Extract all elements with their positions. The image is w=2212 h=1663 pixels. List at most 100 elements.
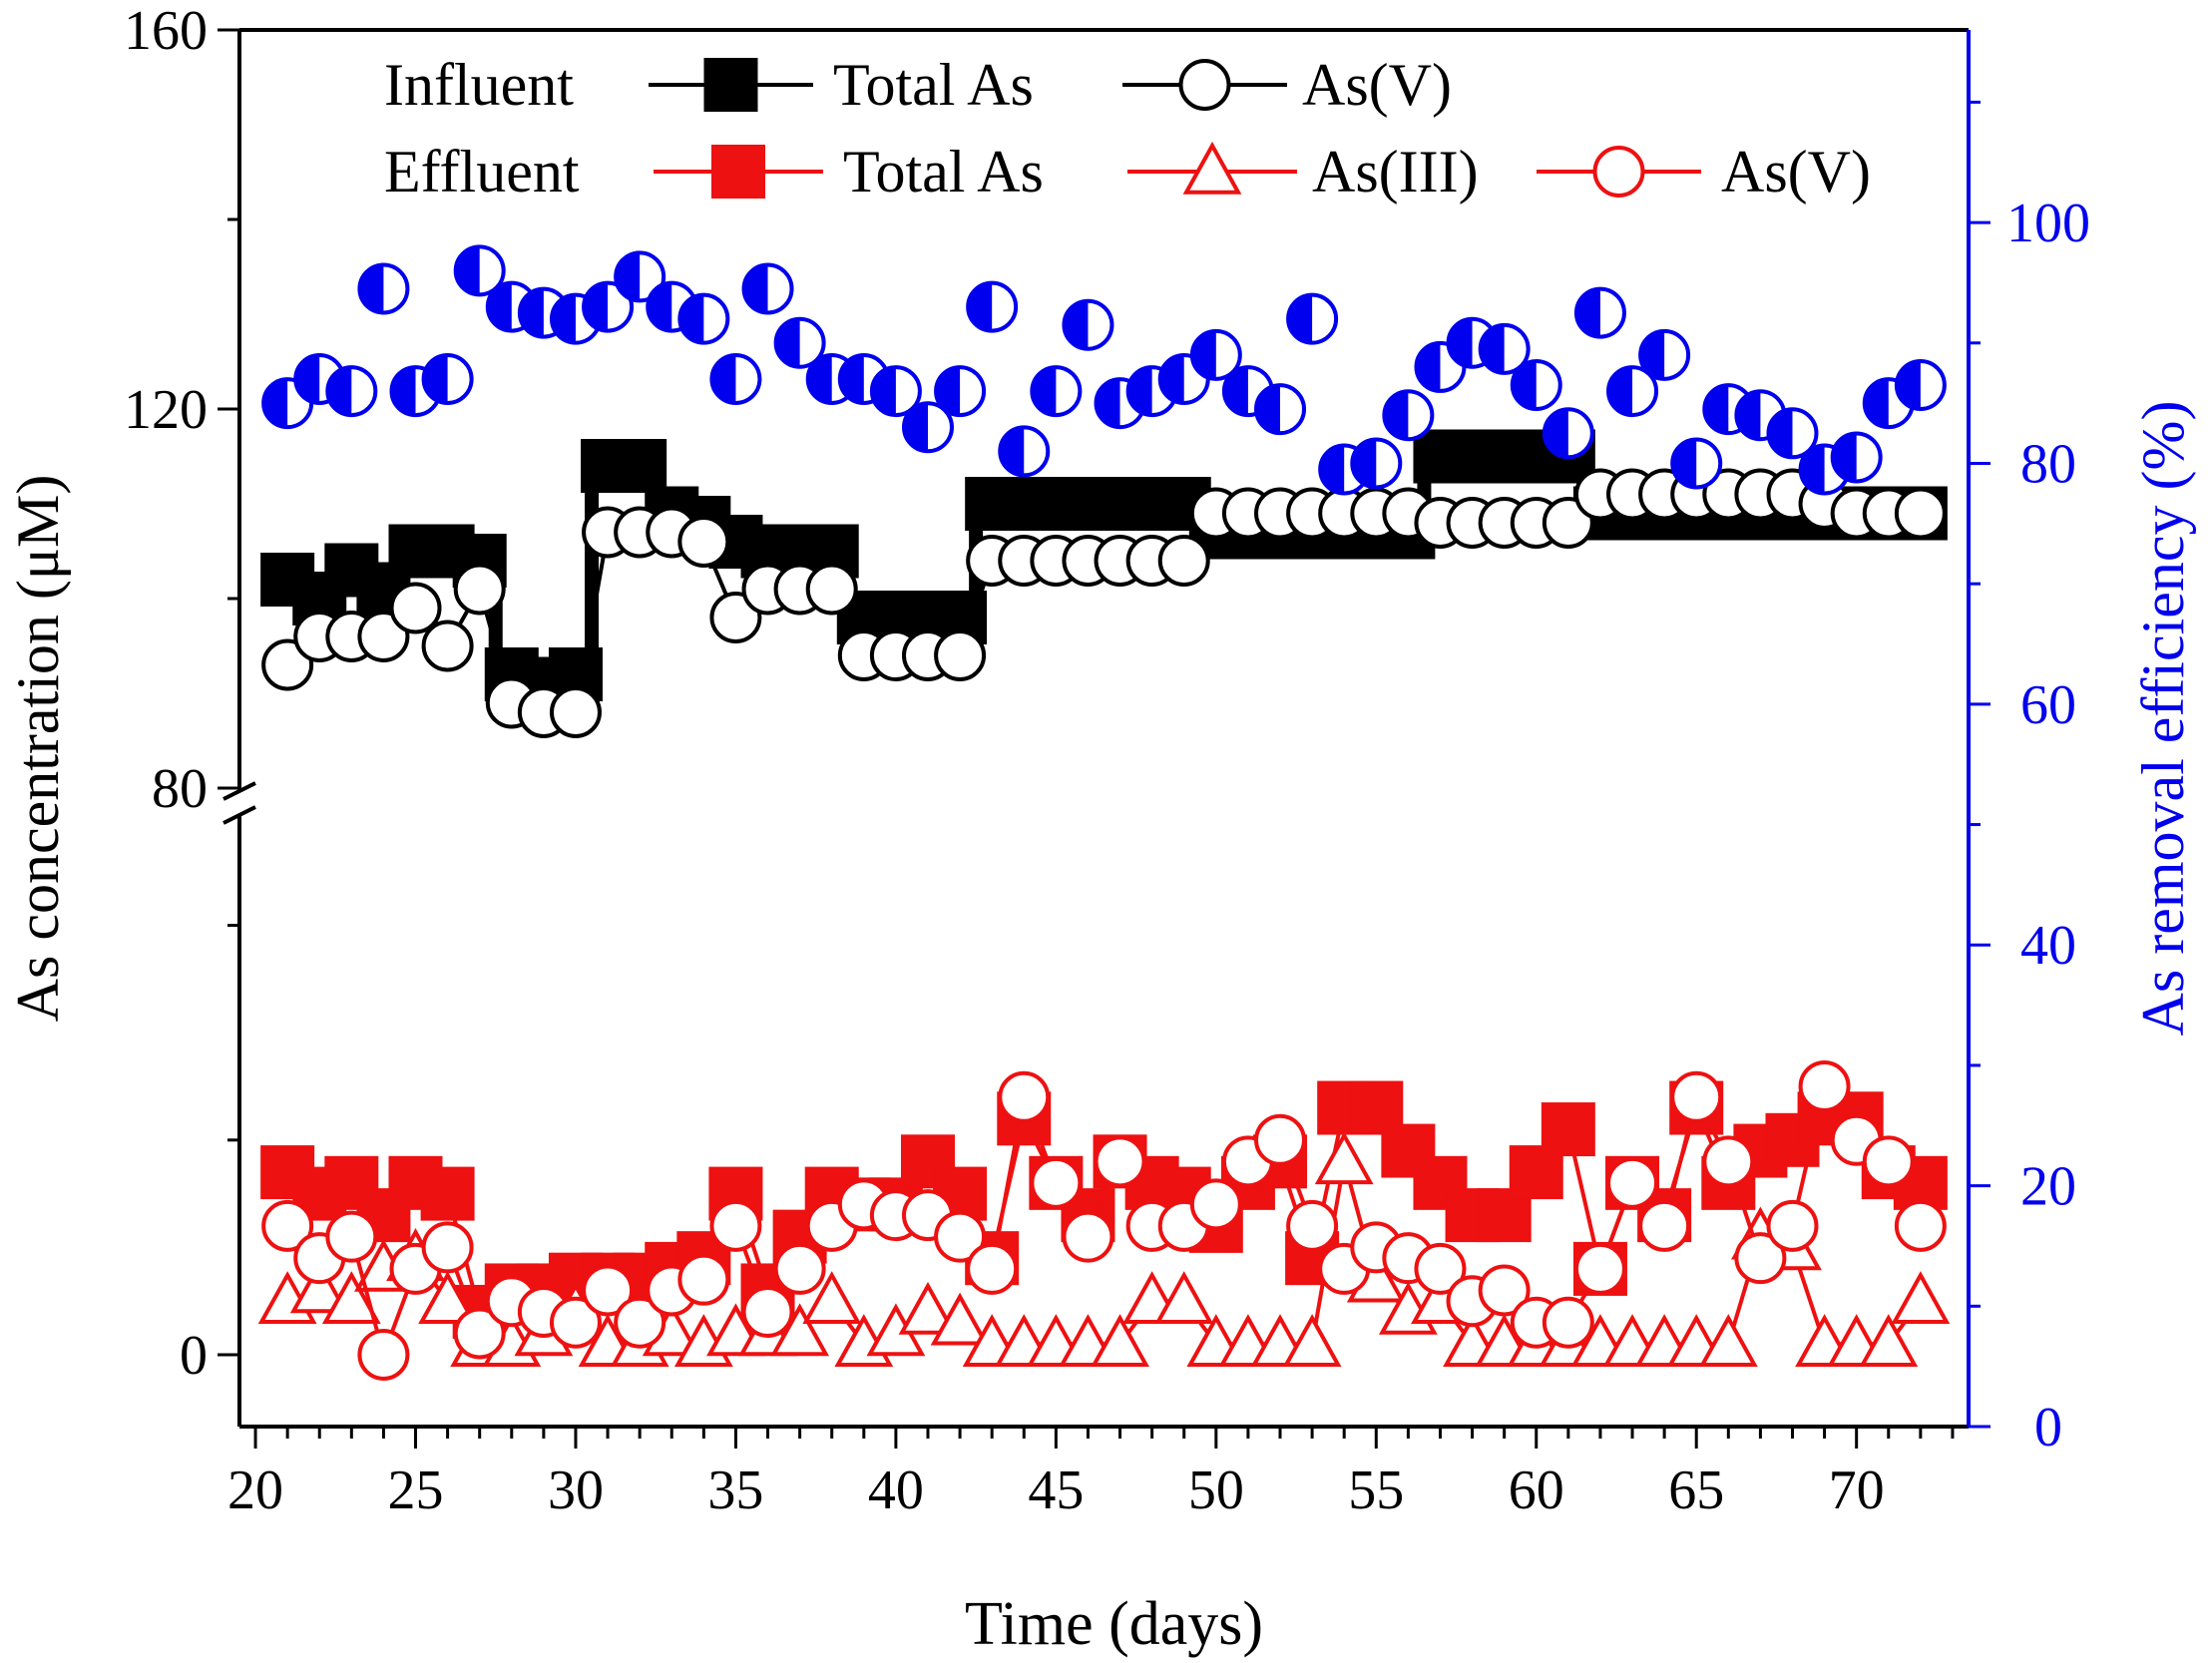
marker-fill xyxy=(359,264,384,313)
data-point xyxy=(582,1264,635,1317)
marker-fill xyxy=(1512,361,1537,410)
y-left-tick-label: 0 xyxy=(180,1325,208,1387)
marker-fill xyxy=(519,288,544,337)
marker-fill xyxy=(1448,318,1473,367)
y-left-tick-label: 80 xyxy=(152,758,208,820)
data-point xyxy=(869,365,922,418)
data-point xyxy=(357,1329,410,1381)
data-point xyxy=(1091,1314,1149,1368)
legend-entry: Total As xyxy=(649,52,1034,118)
marker-fill xyxy=(1736,391,1761,440)
marker-fill xyxy=(1127,367,1152,416)
marker-fill xyxy=(743,264,768,313)
x-tick-label: 60 xyxy=(1509,1459,1564,1521)
marker-fill xyxy=(711,355,736,403)
data-point xyxy=(1542,1296,1594,1349)
data-point xyxy=(1030,1156,1083,1209)
marker-fill xyxy=(1159,355,1184,403)
data-point xyxy=(1286,292,1339,345)
legend-label: Total As xyxy=(833,52,1034,118)
marker-fill xyxy=(1575,288,1600,337)
data-point xyxy=(1381,1123,1436,1178)
data-point xyxy=(934,1210,987,1263)
marker-fill xyxy=(1544,409,1568,458)
legend: Influent Effluent Total As As(V) Total As As(… xyxy=(384,52,1871,205)
data-point xyxy=(1894,359,1947,412)
data-point xyxy=(1606,365,1659,418)
x-tick-label: 70 xyxy=(1829,1459,1885,1521)
marker-fill xyxy=(1256,385,1281,434)
data-point xyxy=(934,629,987,681)
data-point xyxy=(770,1303,830,1357)
marker-fill xyxy=(1064,300,1089,349)
marker-fill xyxy=(423,355,448,403)
data-point xyxy=(966,280,1019,333)
marker-fill xyxy=(1768,409,1793,458)
series-effluent-as-v- xyxy=(261,1060,1947,1381)
data-point xyxy=(901,401,954,454)
marker-fill xyxy=(1480,324,1505,373)
marker-fill xyxy=(1288,294,1313,343)
marker-fill xyxy=(391,367,416,416)
marker-fill xyxy=(936,367,961,416)
data-point xyxy=(1350,437,1403,490)
data-point xyxy=(421,1221,474,1274)
y-right-tick-label: 0 xyxy=(2034,1397,2062,1458)
data-point xyxy=(1798,1060,1851,1112)
legend-marker xyxy=(711,145,765,199)
data-point xyxy=(453,563,506,616)
data-point xyxy=(998,425,1051,478)
axes: 20 25 30 35 40 45 50 55 60 65 70 Time (days) 80 120 16… xyxy=(5,0,2196,1658)
y-left-axis-title: As concentration (μM) xyxy=(5,475,71,1023)
data-point xyxy=(549,686,602,738)
marker-fill xyxy=(1896,361,1921,410)
data-point xyxy=(805,563,858,616)
data-point xyxy=(1094,1135,1146,1188)
legend-entry: As(V) xyxy=(1122,52,1452,118)
marker-fill xyxy=(1223,367,1248,416)
x-tick-label: 45 xyxy=(1028,1459,1084,1521)
data-point xyxy=(1542,407,1594,460)
y-left-tick-label: 160 xyxy=(124,0,208,62)
data-layer xyxy=(257,244,1951,1381)
data-point xyxy=(1894,1199,1947,1252)
data-point xyxy=(614,250,666,303)
marker-fill xyxy=(1800,445,1825,494)
axis-break-mark xyxy=(222,781,256,801)
data-point xyxy=(1670,437,1723,490)
data-point xyxy=(741,1285,794,1338)
marker-fill xyxy=(616,252,641,301)
legend-label: Total As xyxy=(843,139,1044,205)
marker-fill xyxy=(1352,439,1377,488)
data-point xyxy=(677,292,730,345)
data-point xyxy=(321,1271,381,1324)
data-point xyxy=(1510,359,1562,412)
marker-fill xyxy=(327,367,352,416)
data-point xyxy=(998,1070,1051,1123)
marker-fill xyxy=(1672,439,1697,488)
data-point xyxy=(582,280,635,333)
data-point xyxy=(549,1296,602,1349)
data-point xyxy=(1766,407,1819,460)
marker-fill xyxy=(263,379,288,428)
marker-fill xyxy=(903,403,928,452)
data-point xyxy=(1541,1102,1595,1157)
data-point xyxy=(1314,1131,1374,1185)
marker-fill xyxy=(1096,379,1120,428)
data-point xyxy=(420,1166,475,1221)
data-point xyxy=(1382,389,1435,442)
legend-marker xyxy=(1182,141,1242,195)
data-point xyxy=(1030,365,1083,418)
data-point xyxy=(1573,286,1626,339)
legend-label: As(III) xyxy=(1312,139,1479,205)
legend-entry: As(V) xyxy=(1537,139,1871,205)
data-point xyxy=(1606,1156,1659,1209)
data-point xyxy=(453,244,506,297)
legend-label: As(V) xyxy=(1302,52,1452,118)
x-tick-label: 20 xyxy=(227,1459,283,1521)
data-point xyxy=(677,1253,730,1306)
legend-group-influent: Influent xyxy=(384,52,574,118)
series-as-removal-efficiency xyxy=(261,244,1947,496)
